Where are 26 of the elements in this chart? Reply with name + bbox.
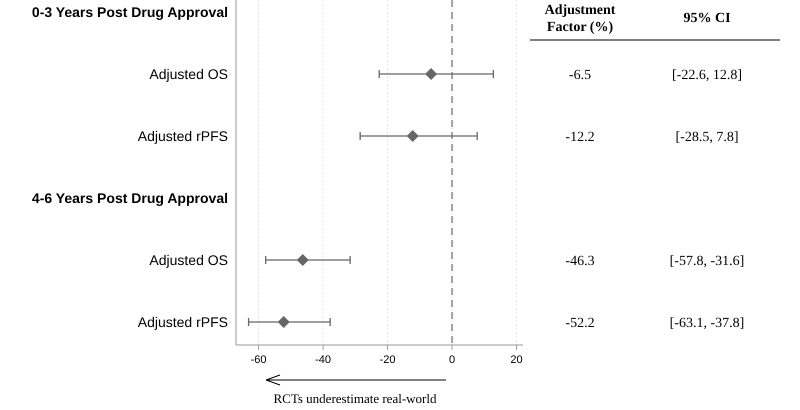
text: [-63.1, -37.8]	[670, 316, 744, 331]
x-tick-label: -20	[380, 354, 396, 366]
point	[296, 254, 309, 266]
y-tick-label: 0-3 Years Post Drug Approval	[32, 4, 228, 20]
text: Adjustment Factor (%)	[544, 3, 616, 35]
data-label: -12.2	[565, 130, 595, 145]
text: [-57.8, -31.6]	[670, 254, 744, 269]
x-tick-label: -40	[315, 354, 332, 366]
y-tick-label: Adjusted OS	[149, 66, 228, 82]
x-tick-label: 20	[510, 354, 523, 366]
text: [-28.5, 7.8]	[676, 130, 738, 145]
y-tick-label: Adjusted rPFS	[138, 314, 228, 330]
data-label: -46.3	[565, 254, 595, 269]
point	[406, 130, 419, 142]
data-label: -6.5	[568, 68, 592, 83]
x-tick-label: 0	[448, 354, 456, 366]
y-tick-label: 4-6 Years Post Drug Approval	[32, 190, 228, 206]
y-tick-label: Adjusted rPFS	[138, 128, 228, 144]
data-label: -52.2	[565, 316, 595, 331]
point	[425, 68, 438, 80]
text: [-22.6, 12.8]	[672, 68, 742, 83]
point	[278, 316, 290, 328]
x-tick-label: -60	[250, 354, 267, 366]
text: RCTs underestimate real-world	[274, 391, 437, 406]
text: 95% CI	[683, 11, 731, 26]
y-tick-label: Adjusted OS	[149, 252, 228, 268]
